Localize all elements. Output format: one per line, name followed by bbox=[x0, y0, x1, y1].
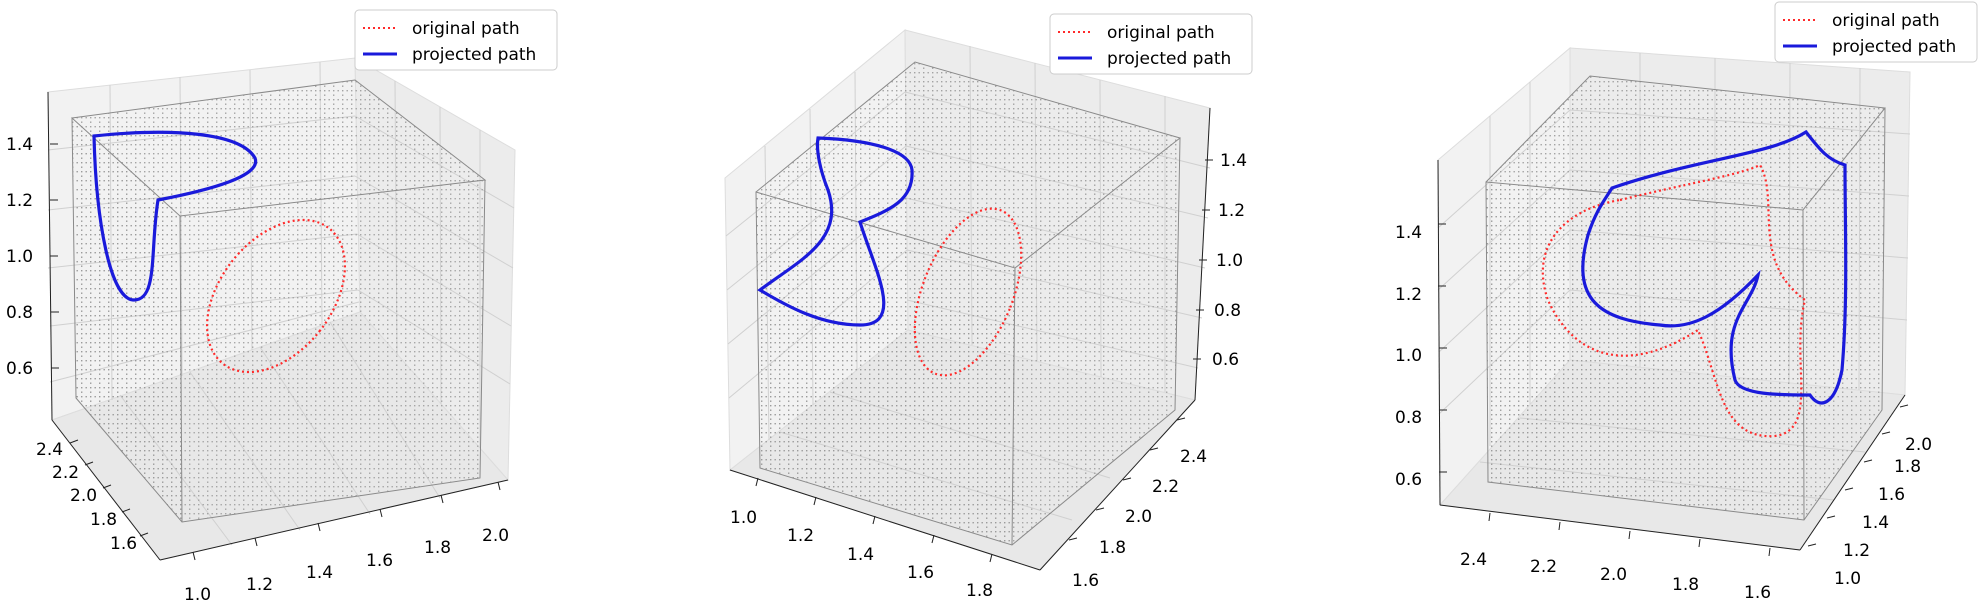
x-tick-label-5: 1.6 bbox=[1744, 583, 1771, 603]
x-tick-label-3: 1.4 bbox=[306, 563, 333, 583]
projected-path-curve bbox=[92, 130, 258, 302]
y-tick-label-2: 2.2 bbox=[1152, 477, 1179, 497]
subplot-2: 1.4 1.2 1.0 0.8 0.6 2.4 2.2 2.0 1.8 1.6 bbox=[680, 0, 1320, 613]
subplot-3-canvas: 1.4 1.2 1.0 0.8 0.6 2.4 2.2 2.0 1.8 1.6 bbox=[1395, 1, 1978, 603]
z-tick-label-1: 1.4 bbox=[6, 135, 33, 155]
x-tick-label-4: 1.6 bbox=[907, 563, 934, 583]
x-tick-label-1: 1.0 bbox=[184, 585, 211, 605]
projected-path-curve bbox=[1581, 129, 1848, 405]
z-tick-label-3: 1.0 bbox=[1395, 346, 1422, 366]
z-tick-label-2: 1.2 bbox=[1395, 285, 1422, 305]
z-tick-label-2: 1.2 bbox=[6, 191, 33, 211]
original-path-curve bbox=[1541, 163, 1807, 438]
legend-box bbox=[1049, 13, 1253, 75]
subplot-1-canvas: 1.4 1.2 1.0 0.8 0.6 2.4 2.2 2.0 1.8 1.6 bbox=[6, 9, 558, 605]
x-tick-label-1: 1.0 bbox=[730, 508, 757, 528]
lattice-cube-side bbox=[1012, 138, 1180, 545]
z-tick-label-5: 0.6 bbox=[6, 359, 33, 379]
z-tick-label-5: 0.6 bbox=[1212, 350, 1239, 370]
legend-original-label: original path bbox=[1107, 23, 1215, 43]
legend-box bbox=[354, 9, 558, 71]
subplot-3: 1.4 1.2 1.0 0.8 0.6 2.4 2.2 2.0 1.8 1.6 bbox=[1320, 0, 1982, 613]
z-tick-label-1: 1.4 bbox=[1220, 151, 1247, 171]
z-tick-label-3: 1.0 bbox=[1216, 251, 1243, 271]
x-tick-label-3: 1.4 bbox=[847, 545, 874, 565]
z-tick-label-1: 1.4 bbox=[1395, 223, 1422, 243]
y-tick-label-4: 1.6 bbox=[1878, 485, 1905, 505]
z-tick-label-3: 1.0 bbox=[6, 247, 33, 267]
legend: original path projected path bbox=[1049, 13, 1253, 75]
x-tick-label-4: 1.8 bbox=[1672, 575, 1699, 595]
lattice-cube-front bbox=[1486, 182, 1804, 520]
x-tick-label-1: 2.4 bbox=[1460, 550, 1487, 570]
axes-lines bbox=[1437, 159, 1906, 551]
lattice-cube-edges bbox=[71, 79, 487, 523]
x-tick-label-6: 2.0 bbox=[482, 526, 509, 546]
lattice-cube-top bbox=[1486, 76, 1885, 210]
z-tick-label-4: 0.8 bbox=[1395, 408, 1422, 428]
lattice-cube-side bbox=[180, 180, 485, 522]
z-tick-label-4: 0.8 bbox=[1214, 301, 1241, 321]
subplot-2-canvas: 1.4 1.2 1.0 0.8 0.6 2.4 2.2 2.0 1.8 1.6 bbox=[724, 13, 1253, 601]
y-tick-label-5: 1.6 bbox=[1072, 571, 1099, 591]
original-path-curve bbox=[913, 207, 1023, 377]
x-tick-label-5: 1.8 bbox=[424, 538, 451, 558]
x-tick-label-3: 2.0 bbox=[1600, 565, 1627, 585]
y-tick-label-3: 2.0 bbox=[70, 486, 97, 506]
projected-path-curve bbox=[757, 136, 914, 327]
y-tick-label-5: 1.8 bbox=[1894, 457, 1921, 477]
original-path-curve bbox=[205, 218, 347, 374]
y-tick-label-3: 1.4 bbox=[1862, 513, 1889, 533]
y-tick-label-1: 2.4 bbox=[1180, 447, 1207, 467]
y-tick-label-6: 2.0 bbox=[1905, 435, 1932, 455]
legend: original path projected path bbox=[1774, 1, 1978, 63]
legend-box bbox=[1774, 1, 1978, 63]
x-tick-label-2: 1.2 bbox=[787, 526, 814, 546]
lattice-cube-edges bbox=[1485, 75, 1886, 521]
y-tick-label-3: 2.0 bbox=[1125, 507, 1152, 527]
subplot-1: 1.4 1.2 1.0 0.8 0.6 2.4 2.2 2.0 1.8 1.6 bbox=[0, 0, 680, 613]
x-tick-label-5: 1.8 bbox=[966, 581, 993, 601]
y-tick-label-4: 1.8 bbox=[90, 510, 117, 530]
x-tick-label-2: 1.2 bbox=[246, 575, 273, 595]
lattice-cube-top bbox=[72, 80, 485, 216]
legend-original-label: original path bbox=[412, 19, 520, 39]
legend-projected-label: projected path bbox=[1107, 49, 1231, 69]
lattice-cube-top bbox=[756, 62, 1180, 268]
z-tick-label-2: 1.2 bbox=[1218, 201, 1245, 221]
legend-original-label: original path bbox=[1832, 11, 1940, 31]
axes-lines bbox=[729, 107, 1211, 571]
legend: original path projected path bbox=[354, 9, 558, 71]
z-tick-label-4: 0.8 bbox=[6, 303, 33, 323]
x-tick-label-2: 2.2 bbox=[1530, 557, 1557, 577]
legend-projected-label: projected path bbox=[1832, 37, 1956, 57]
y-tick-label-1: 2.4 bbox=[36, 440, 63, 460]
lattice-cube-edges bbox=[755, 61, 1182, 546]
y-tick-label-5: 1.6 bbox=[110, 534, 137, 554]
y-tick-label-1: 1.0 bbox=[1834, 569, 1861, 589]
legend-projected-label: projected path bbox=[412, 45, 536, 65]
y-tick-label-2: 1.2 bbox=[1843, 541, 1870, 561]
y-tick-label-2: 2.2 bbox=[52, 463, 79, 483]
x-tick-label-4: 1.6 bbox=[366, 551, 393, 571]
z-tick-label-5: 0.6 bbox=[1395, 470, 1422, 490]
lattice-cube-front bbox=[756, 192, 1015, 545]
y-tick-label-4: 1.8 bbox=[1099, 538, 1126, 558]
